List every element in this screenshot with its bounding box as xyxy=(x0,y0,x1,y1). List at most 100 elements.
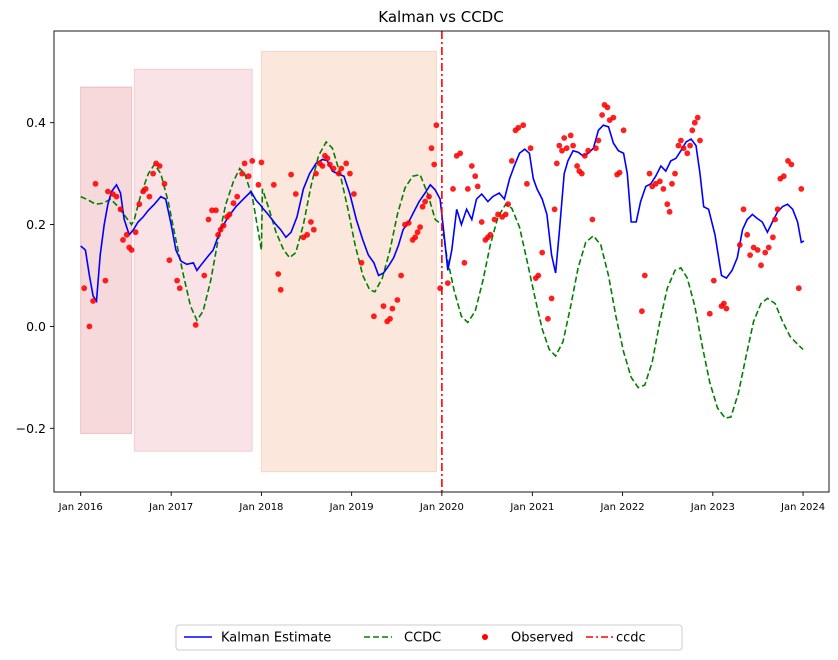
observed-point xyxy=(505,201,511,208)
x-tick-label: Jan 2019 xyxy=(329,502,374,513)
observed-point xyxy=(105,188,111,195)
observed-point xyxy=(556,142,563,149)
observed-point xyxy=(327,161,333,168)
x-tick-label: Jan 2020 xyxy=(419,502,464,513)
observed-point xyxy=(723,305,730,312)
observed-point xyxy=(313,170,319,177)
observed-point xyxy=(581,152,588,159)
observed-point xyxy=(128,247,135,253)
kalman-estimate-line xyxy=(80,124,805,304)
observed-point xyxy=(780,173,787,180)
observed-point xyxy=(758,262,764,269)
observed-point xyxy=(422,198,428,205)
observed-point xyxy=(288,171,294,178)
observed-point xyxy=(347,170,353,177)
observed-point xyxy=(450,186,456,192)
observed-point xyxy=(241,160,248,167)
observed-point xyxy=(226,211,233,218)
x-tick-label: Jan 2023 xyxy=(690,502,735,513)
legend-box xyxy=(175,624,683,651)
observed-point xyxy=(559,147,565,154)
observed-point xyxy=(684,150,691,157)
observed-point xyxy=(678,137,684,144)
observed-point xyxy=(710,277,717,284)
observed-point xyxy=(270,181,277,188)
observed-point xyxy=(120,237,126,243)
observed-point xyxy=(657,178,663,185)
observed-point xyxy=(515,124,522,131)
observed-point xyxy=(660,186,667,192)
observed-point xyxy=(535,272,542,279)
observed-point xyxy=(675,142,682,149)
observed-point xyxy=(457,150,464,157)
observed-point xyxy=(604,104,611,111)
observed-point xyxy=(461,259,468,266)
segment-band-1 xyxy=(80,86,133,434)
observed-point xyxy=(689,127,696,134)
observed-point xyxy=(81,285,88,292)
observed-point xyxy=(351,191,357,197)
observed-point xyxy=(589,216,596,223)
observed-point xyxy=(161,180,168,187)
observed-point xyxy=(417,224,423,231)
observed-point xyxy=(468,163,475,169)
observed-point xyxy=(694,114,701,121)
observed-point xyxy=(213,207,219,214)
observed-point xyxy=(444,280,451,286)
legend-label: CCDC xyxy=(404,631,441,646)
observed-point xyxy=(524,180,530,187)
observed-point xyxy=(652,180,659,187)
observed-point xyxy=(788,161,795,168)
observed-point xyxy=(428,145,435,152)
observed-point xyxy=(275,271,282,277)
observed-point xyxy=(563,145,570,152)
observed-point xyxy=(249,158,256,164)
observed-point xyxy=(744,231,751,238)
observed-point xyxy=(680,145,687,152)
chart-title: Kalman vs CCDC xyxy=(378,8,503,26)
observed-point xyxy=(578,170,585,177)
observed-point xyxy=(343,160,350,167)
observed-point xyxy=(319,163,326,169)
observed-point xyxy=(304,231,310,238)
observed-point xyxy=(561,135,568,141)
observed-point xyxy=(136,201,143,208)
observed-point xyxy=(747,252,753,258)
observed-point xyxy=(610,114,617,121)
observed-point xyxy=(201,272,208,279)
observed-point xyxy=(234,193,241,200)
observed-point xyxy=(389,305,396,312)
x-tick-label: Jan 2021 xyxy=(509,502,554,513)
observed-point xyxy=(220,222,227,229)
observed-point xyxy=(90,298,96,304)
observed-point xyxy=(338,165,345,172)
observed-point xyxy=(567,132,574,139)
observed-point xyxy=(474,183,481,190)
observed-point xyxy=(464,186,471,192)
observed-point xyxy=(774,206,781,213)
observed-point xyxy=(371,313,377,320)
observed-point xyxy=(687,142,693,149)
observed-point xyxy=(553,160,560,167)
observed-point xyxy=(502,211,509,218)
observed-point xyxy=(245,173,252,180)
observed-point xyxy=(217,226,224,233)
x-tick-label: Jan 2017 xyxy=(148,502,193,513)
observed-point xyxy=(691,119,698,126)
observed-point xyxy=(545,315,551,322)
legend: Kalman Estimate CCDC Observed ccdc xyxy=(175,624,683,651)
observed-point xyxy=(585,147,592,154)
y-tick-label: 0.4 xyxy=(26,115,46,130)
observed-point xyxy=(419,203,426,210)
observed-point xyxy=(102,277,109,284)
observed-point xyxy=(520,122,527,129)
observed-point xyxy=(414,229,421,236)
segment-band-3 xyxy=(260,50,437,473)
segment-band-2 xyxy=(133,68,253,452)
observed-point xyxy=(491,216,498,223)
observed-point xyxy=(669,180,675,187)
observed-point xyxy=(398,272,404,279)
observed-point xyxy=(132,229,139,236)
observed-point xyxy=(646,170,653,177)
observed-point xyxy=(798,186,805,192)
